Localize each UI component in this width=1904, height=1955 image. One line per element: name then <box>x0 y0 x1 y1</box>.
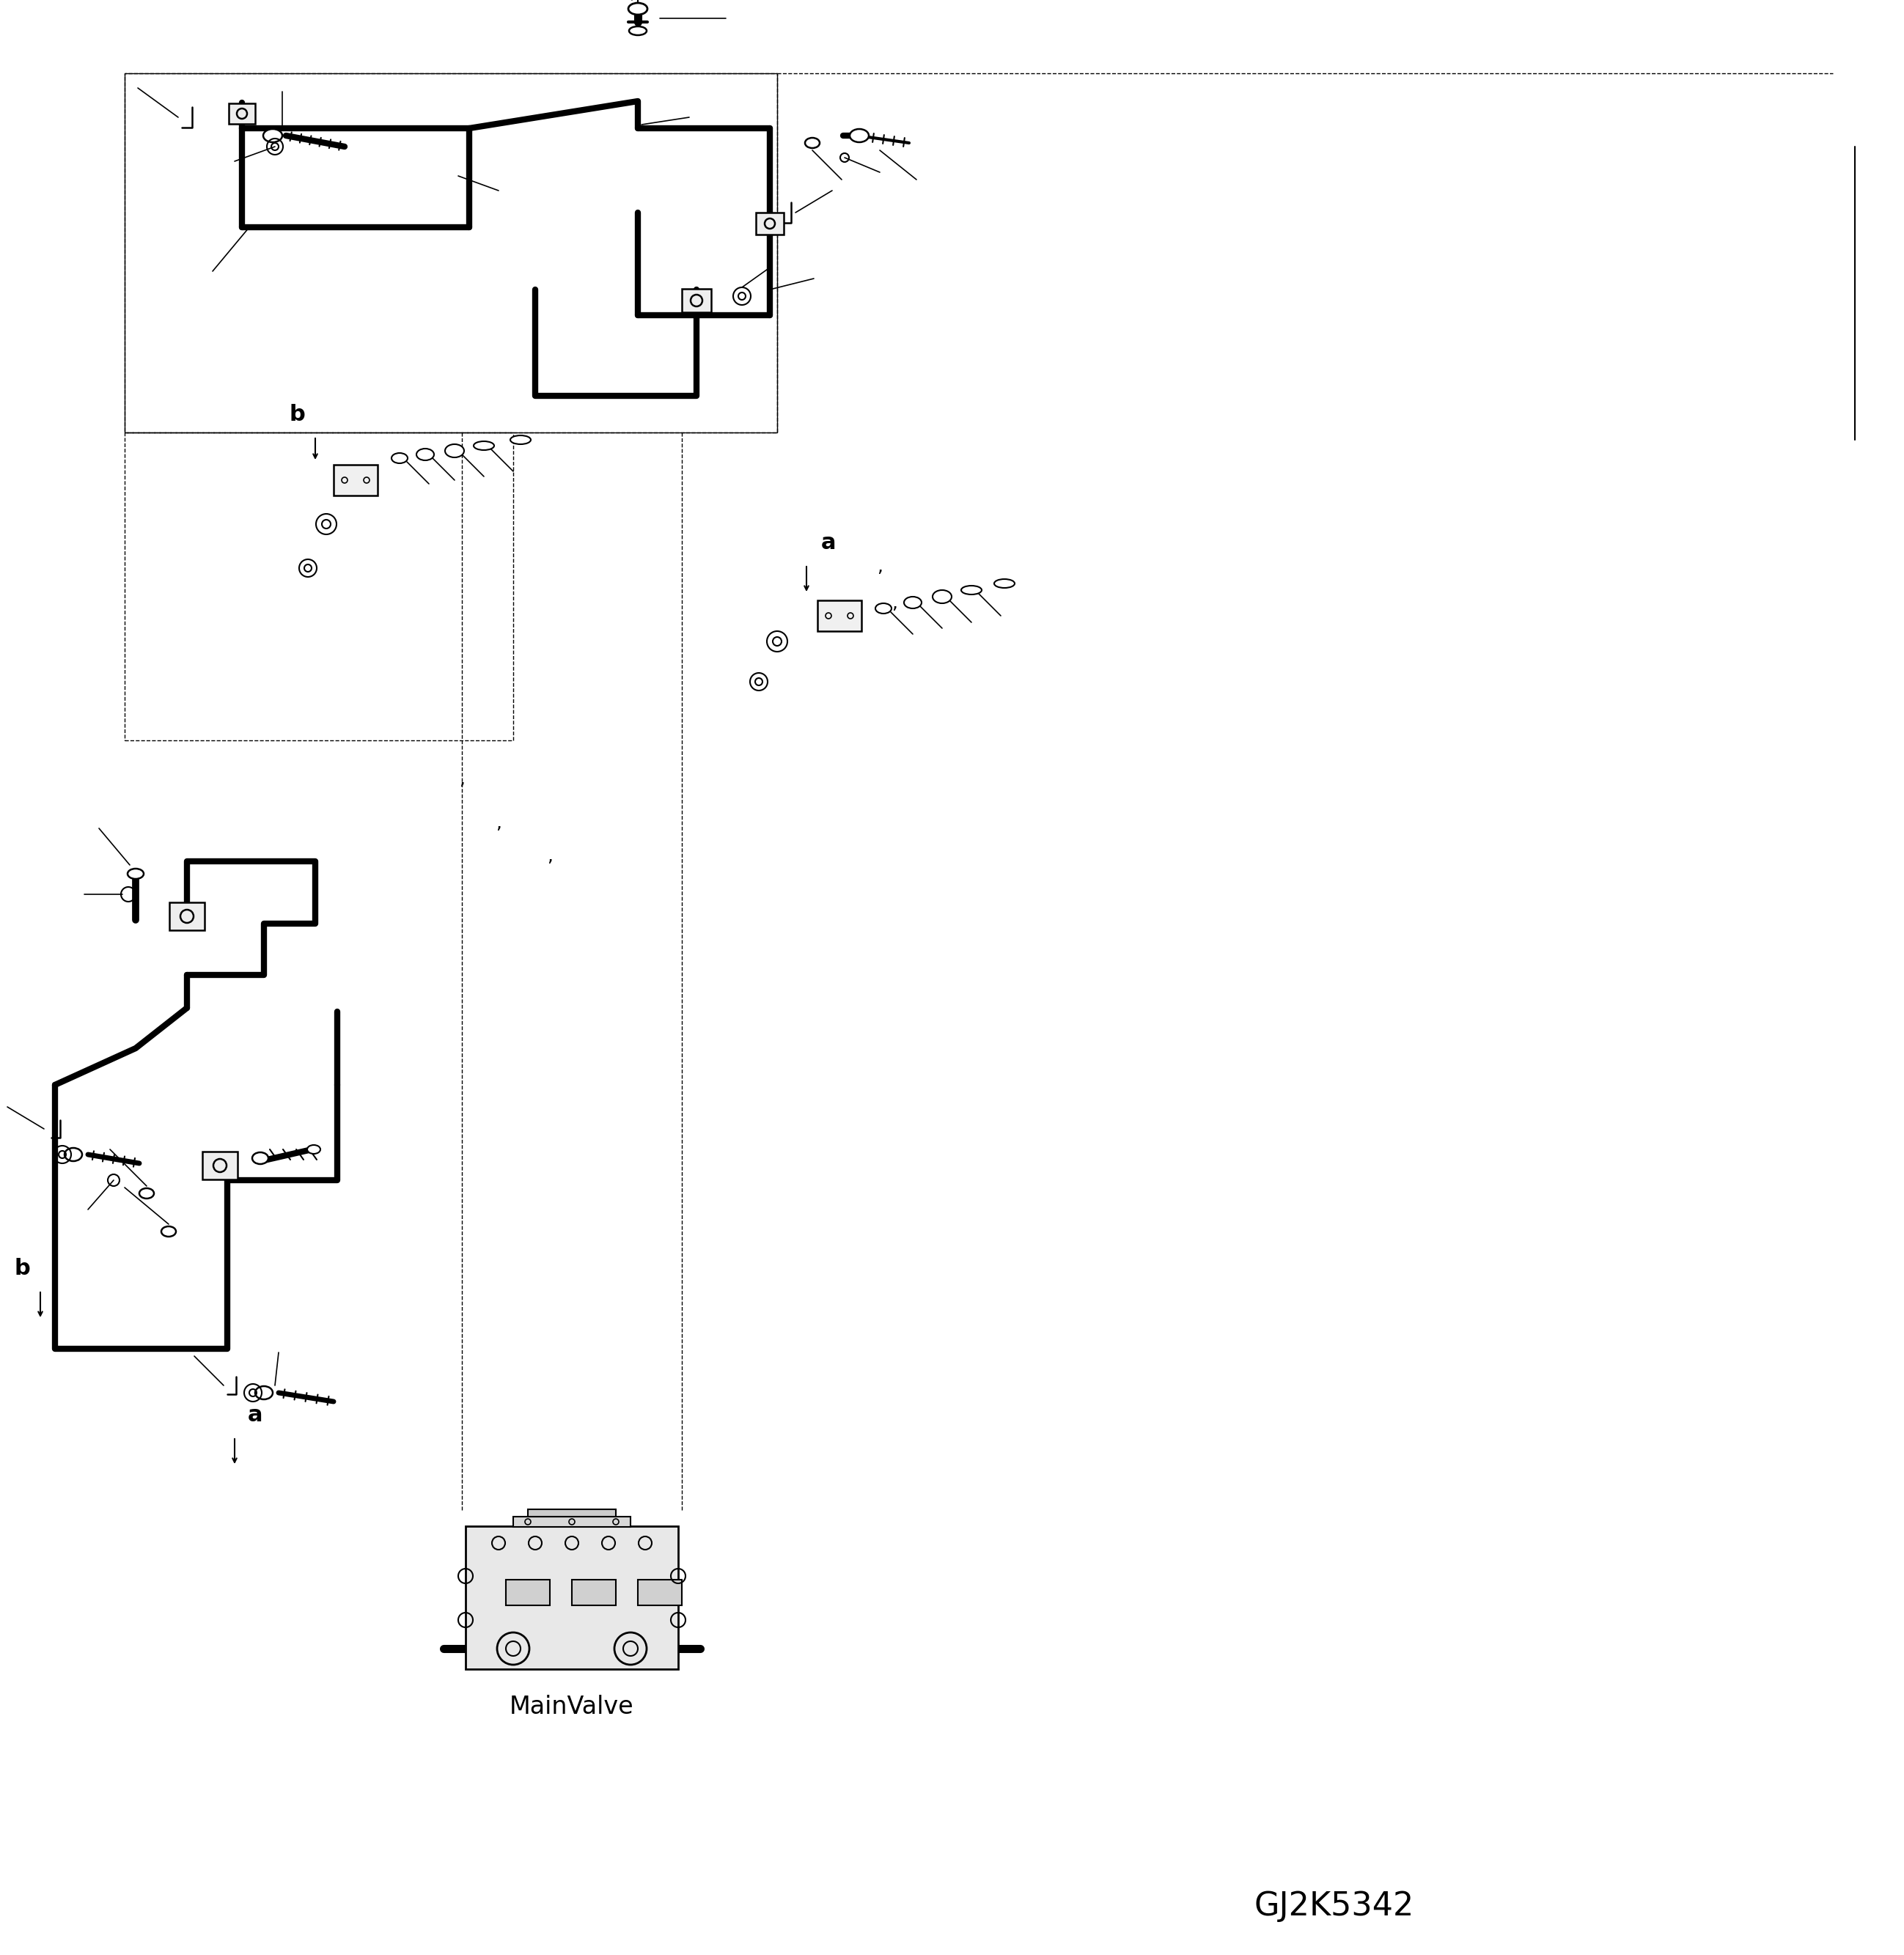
Bar <box>228 104 255 123</box>
Ellipse shape <box>128 868 143 880</box>
Bar <box>817 600 861 631</box>
Ellipse shape <box>162 1226 175 1238</box>
Text: GJ2K5342: GJ2K5342 <box>1255 1890 1415 1922</box>
Text: a: a <box>248 1404 263 1425</box>
Ellipse shape <box>65 1148 82 1161</box>
Ellipse shape <box>510 436 531 444</box>
Bar <box>571 1580 615 1605</box>
Bar <box>124 72 777 432</box>
Ellipse shape <box>417 448 434 459</box>
Ellipse shape <box>904 596 922 608</box>
Ellipse shape <box>474 442 495 450</box>
Text: b: b <box>289 405 305 424</box>
Text: MainValve: MainValve <box>510 1695 634 1718</box>
Bar <box>124 432 514 741</box>
Bar <box>169 903 204 931</box>
Bar <box>527 1509 615 1517</box>
Text: ,: , <box>878 557 883 575</box>
Bar <box>466 1527 678 1670</box>
Text: ,: , <box>495 815 501 833</box>
Ellipse shape <box>933 590 952 604</box>
Ellipse shape <box>805 137 819 149</box>
Text: b: b <box>13 1257 30 1279</box>
Ellipse shape <box>849 129 868 143</box>
Ellipse shape <box>307 1146 320 1153</box>
Bar <box>124 72 777 432</box>
Ellipse shape <box>255 1386 272 1400</box>
Bar <box>333 465 377 495</box>
Bar <box>682 289 712 313</box>
Ellipse shape <box>628 25 647 35</box>
Bar <box>638 1580 682 1605</box>
Bar <box>506 1580 550 1605</box>
Ellipse shape <box>446 444 465 457</box>
Ellipse shape <box>139 1189 154 1198</box>
Text: a: a <box>821 532 836 553</box>
Ellipse shape <box>263 129 282 143</box>
Text: ,: , <box>891 594 897 612</box>
Ellipse shape <box>392 454 407 463</box>
Ellipse shape <box>962 586 982 594</box>
Bar <box>514 1517 630 1527</box>
Text: ,: , <box>459 770 465 788</box>
Ellipse shape <box>876 604 891 614</box>
Text: ,: , <box>546 847 552 864</box>
Bar <box>756 213 784 235</box>
Ellipse shape <box>251 1151 268 1163</box>
Ellipse shape <box>994 579 1015 588</box>
Bar <box>202 1151 238 1179</box>
Ellipse shape <box>628 2 647 14</box>
